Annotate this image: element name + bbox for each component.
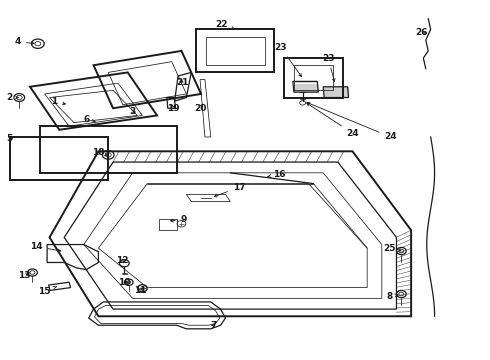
Text: 2: 2 (6, 93, 19, 102)
Text: 23: 23 (274, 43, 301, 77)
Text: 1: 1 (51, 97, 66, 106)
Text: 22: 22 (215, 19, 234, 29)
Text: 18: 18 (92, 148, 108, 157)
Text: 12: 12 (116, 256, 128, 265)
Text: 11: 11 (134, 286, 146, 295)
Text: 26: 26 (416, 28, 428, 37)
Text: 5: 5 (6, 134, 13, 143)
Text: 15: 15 (38, 287, 56, 296)
Text: 4: 4 (15, 37, 34, 46)
Text: 23: 23 (322, 54, 335, 81)
Text: 21: 21 (177, 78, 189, 87)
Text: 17: 17 (214, 183, 245, 197)
Text: 9: 9 (171, 215, 187, 224)
Text: 24: 24 (307, 102, 397, 141)
Text: 25: 25 (383, 244, 401, 253)
Text: 10: 10 (118, 278, 130, 287)
Text: 7: 7 (210, 321, 217, 330)
Text: 19: 19 (167, 104, 179, 113)
Text: 3: 3 (129, 107, 136, 116)
Text: 8: 8 (386, 292, 398, 301)
Text: 20: 20 (194, 104, 206, 113)
Text: 13: 13 (18, 270, 30, 279)
Text: 6: 6 (83, 114, 95, 123)
Text: 14: 14 (30, 242, 61, 252)
Text: 16: 16 (268, 170, 286, 179)
Text: 24: 24 (307, 103, 359, 138)
